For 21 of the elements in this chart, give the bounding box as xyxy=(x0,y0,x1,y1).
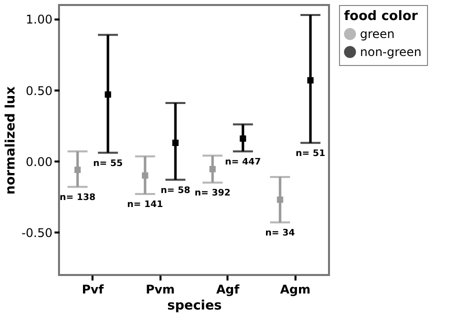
annotation: n= 34 xyxy=(265,228,295,238)
x-tick-label: Agm xyxy=(280,282,310,296)
legend-title: food color xyxy=(344,9,418,24)
y-axis-title: normalized lux xyxy=(3,86,18,195)
annotation: n= 138 xyxy=(60,192,96,203)
x-tick-label: Pvm xyxy=(146,282,175,296)
y-tick-label: 1.00 xyxy=(26,12,52,27)
y-tick-label: 0.00 xyxy=(26,154,52,169)
annotation: n= 141 xyxy=(127,200,163,210)
x-tick-label: Agf xyxy=(216,282,240,296)
annotation: n= 58 xyxy=(160,186,190,196)
x-axis-title: species xyxy=(167,298,222,314)
annotation: n= 55 xyxy=(93,158,123,169)
annotation: n= 392 xyxy=(194,188,230,199)
y-tick-label: 0.50 xyxy=(26,84,52,98)
annotation: n= 447 xyxy=(225,157,261,168)
annotation: n= 51 xyxy=(296,148,326,159)
legend-label: non-green xyxy=(360,45,422,59)
y-tick-label: -0.50 xyxy=(21,226,52,240)
legend-label: green xyxy=(360,27,395,41)
x-tick-label: Pvf xyxy=(82,282,104,296)
